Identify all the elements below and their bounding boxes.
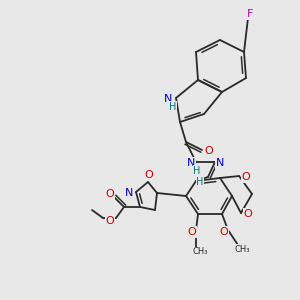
Text: N: N (216, 158, 224, 168)
Text: O: O (188, 227, 196, 237)
Text: N: N (187, 158, 195, 168)
Text: CH₃: CH₃ (192, 248, 208, 256)
Text: O: O (145, 170, 153, 180)
Text: O: O (242, 172, 250, 182)
Text: H: H (196, 177, 204, 187)
Text: N: N (125, 188, 133, 198)
Text: N: N (164, 94, 172, 104)
Text: CH₃: CH₃ (234, 244, 250, 253)
Text: H: H (193, 166, 201, 176)
Text: O: O (220, 227, 228, 237)
Text: O: O (244, 209, 252, 219)
Text: F: F (247, 9, 253, 19)
Text: O: O (106, 189, 114, 199)
Text: O: O (205, 146, 213, 156)
Text: H: H (169, 102, 177, 112)
Text: O: O (106, 216, 114, 226)
